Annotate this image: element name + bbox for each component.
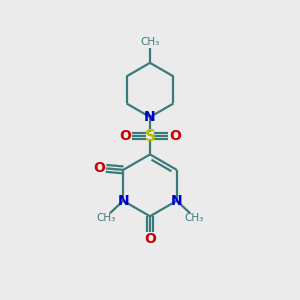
Text: N: N [117,194,129,208]
Text: CH₃: CH₃ [140,37,160,46]
Text: CH₃: CH₃ [184,214,203,224]
Text: N: N [171,194,183,208]
Text: N: N [144,110,156,124]
Text: O: O [119,129,131,143]
Text: S: S [145,129,155,144]
Text: CH₃: CH₃ [97,214,116,224]
Text: O: O [144,232,156,246]
Text: O: O [169,129,181,143]
Text: O: O [94,161,106,176]
